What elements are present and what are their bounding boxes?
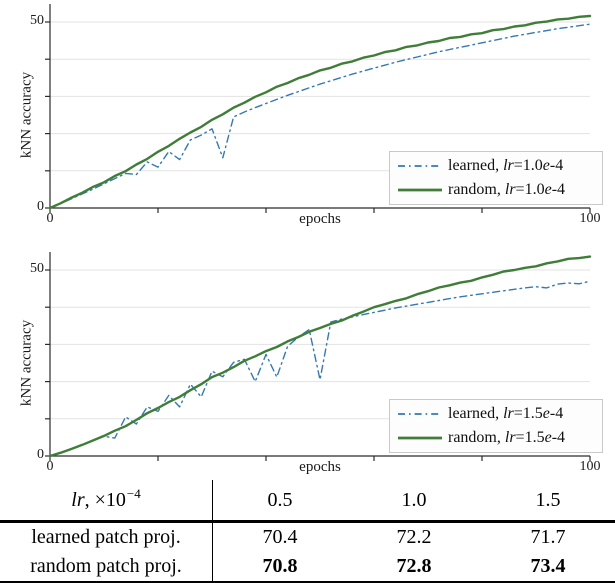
legend-line-sample — [398, 413, 442, 415]
legend-box: learned, lr=1.5e-4 random, lr=1.5e-4 — [389, 399, 603, 453]
value-cell: 72.8 — [396, 555, 432, 577]
lr-symbol: lr — [71, 488, 85, 511]
legend-label: random, lr=1.0e-4 — [448, 181, 566, 198]
plot-canvas — [45, 4, 592, 213]
legend-label: learned, lr=1.5e-4 — [448, 405, 564, 422]
table-header-col-1.5: 1.5 — [535, 488, 561, 511]
value-cell: 70.8 — [262, 555, 298, 577]
legend-box: learned, lr=1.0e-4 random, lr=1.0e-4 — [389, 151, 603, 205]
table-header-row: lr, ×10−4 0.5 1.0 1.5 — [0, 480, 615, 523]
row-label: random patch proj. — [0, 552, 213, 581]
table-header-col-0.5: 0.5 — [267, 488, 293, 511]
legend-line-sample — [398, 165, 442, 167]
series-line-random — [48, 14, 592, 210]
knn-chart-lr-1.5e-4: kNN accuracy 50 0 0 epochs 100 learned, … — [0, 248, 615, 480]
y-tick-label-0: 0 — [37, 447, 44, 462]
legend-label: learned, lr=1.0e-4 — [448, 157, 564, 174]
y-axis-label: kNN accuracy — [18, 71, 35, 159]
exponent: −4 — [126, 485, 141, 501]
legend-item-random: random, lr=1.5e-4 — [390, 426, 602, 450]
value-cell: 72.2 — [396, 526, 432, 548]
legend-item-learned: learned, lr=1.0e-4 — [390, 154, 602, 178]
legend-line-sample — [398, 436, 442, 440]
y-tick-label-0: 0 — [37, 199, 44, 214]
legend-line-sample — [398, 188, 442, 192]
table-row-random: random patch proj. 70.8 72.8 73.4 — [0, 552, 615, 583]
x-axis-label: epochs — [299, 459, 341, 475]
x-axis-label: epochs — [299, 211, 341, 227]
knn-chart-lr-1.0e-4: kNN accuracy 50 0 0 epochs 100 learned, … — [0, 0, 615, 232]
table-row-learned: learned patch proj. 70.4 72.2 71.7 — [0, 523, 615, 552]
legend-label: random, lr=1.5e-4 — [448, 429, 566, 446]
y-axis-label: kNN accuracy — [18, 319, 35, 407]
plot-canvas — [45, 252, 592, 461]
x-tick-label-0: 0 — [46, 459, 54, 474]
table-header-col-1.0: 1.0 — [401, 488, 427, 511]
legend-item-learned: learned, lr=1.5e-4 — [390, 402, 602, 426]
results-table: lr, ×10−4 0.5 1.0 1.5 learned patch proj… — [0, 480, 615, 583]
series-line-learned — [49, 23, 591, 209]
table-header-lr: lr, ×10−4 — [0, 480, 213, 520]
value-cell: 71.7 — [530, 526, 566, 548]
x-tick-label-100: 100 — [579, 211, 601, 226]
x-tick-label-0: 0 — [46, 211, 54, 226]
series-line-random — [48, 255, 592, 458]
x-tick-label-100: 100 — [579, 459, 601, 474]
row-label: learned patch proj. — [0, 523, 213, 552]
y-tick-label-50: 50 — [30, 261, 44, 276]
value-cell: 73.4 — [530, 555, 566, 577]
y-tick-label-50: 50 — [30, 13, 44, 28]
times-ten: , ×10 — [84, 488, 126, 511]
legend-item-random: random, lr=1.0e-4 — [390, 178, 602, 202]
value-cell: 70.4 — [262, 526, 298, 548]
